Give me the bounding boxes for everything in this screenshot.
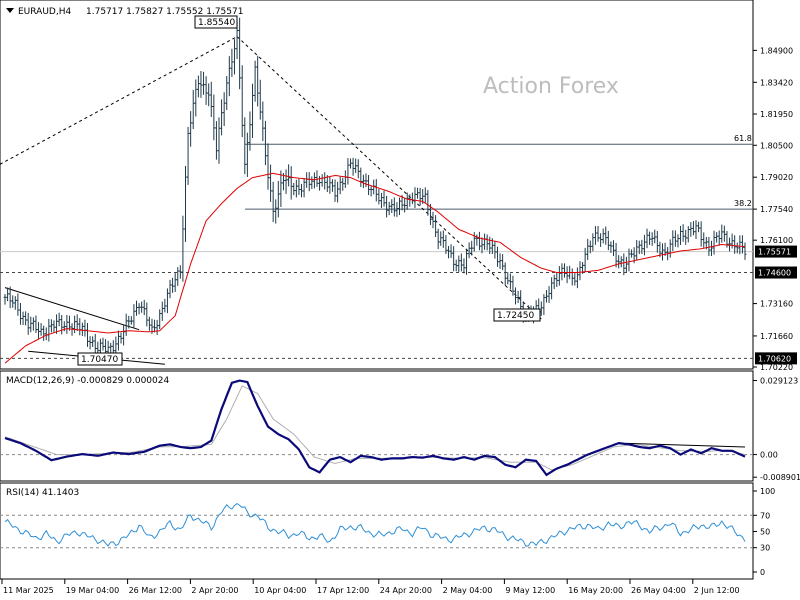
macd-static: [0, 442, 753, 456]
fib-level-label: 38.2: [734, 199, 752, 208]
low-line-price-label-box: [755, 352, 797, 365]
rsi-y-tick-label: 50: [760, 528, 770, 537]
support-price-label-box: [755, 266, 797, 279]
fib-anchor-line: [0, 36, 238, 165]
current-price-label: 1.75571: [758, 248, 791, 257]
rsi-y-tick-label: 30: [760, 544, 770, 553]
price-candles: [3, 17, 747, 359]
high-annotation: 1.85540: [198, 18, 235, 28]
low-line-price-label: 1.70620: [758, 354, 791, 363]
rsi-y-tick-label: 70: [760, 511, 770, 520]
price-y-tick-label: 1.77540: [760, 205, 793, 214]
x-tick-label: 11 Mar 2025: [3, 586, 54, 595]
fib-level-label: 61.8: [734, 134, 752, 143]
watermark: Action Forex: [483, 74, 619, 99]
x-tick-label: 2 Jun 12:00: [694, 586, 740, 595]
rsi-y-axis: 100 70 50 30 0: [753, 487, 775, 577]
x-tick-label: 10 Apr 04:00: [254, 586, 306, 595]
macd-main-line: [4, 379, 746, 477]
high-annotation-box: [194, 15, 238, 29]
x-tick-label: 26 May 04:00: [631, 586, 686, 595]
macd-label: MACD(12,26,9) -0.000829 0.000024: [6, 376, 169, 386]
x-tick-label: 24 Apr 20:00: [380, 586, 432, 595]
low-left-annotation: 1.70470: [81, 355, 118, 365]
symbol-label: EURAUD,H4: [18, 7, 71, 17]
price-y-tick-label: 1.83420: [760, 78, 793, 87]
x-tick-label: 9 May 12:00: [505, 586, 555, 595]
rsi-label: RSI(14) 41.1403: [6, 488, 79, 498]
price-panel: Action Forex 61.8 38.2 1.85540 1.70470 1.72…: [0, 0, 797, 372]
low-right-annotation: 1.72450: [497, 311, 534, 321]
macd-y-tick-label: 0.00: [760, 451, 778, 460]
macd-panel-frame: [0, 370, 754, 482]
support-price-label: 1.74600: [758, 269, 791, 278]
price-y-tick-label: 1.70220: [760, 363, 793, 372]
rsi-panel-frame: [0, 482, 754, 580]
macd-y-tick-label: 0.029123: [760, 377, 798, 386]
x-tick-label: 2 Apr 20:00: [191, 586, 238, 595]
moving-average-line: [4, 172, 746, 364]
x-tick-label: 17 Apr 12:00: [317, 586, 369, 595]
x-tick-label: 16 May 20:00: [568, 586, 623, 595]
time-x-axis: 11 Mar 2025 19 Mar 04:00 26 Mar 12:00 2 Apr…: [1, 579, 740, 595]
rsi-y-tick-label: 0: [760, 568, 765, 577]
macd-divergence-line: [618, 442, 746, 448]
rsi-y-tick-label: 100: [760, 487, 775, 496]
low-right-annotation-box: [493, 308, 541, 322]
ohlc-label: 1.75717 1.75827 1.75552 1.75571: [86, 7, 243, 17]
x-tick-label: 2 May 04:00: [443, 586, 493, 595]
price-y-tick-label: 1.71660: [760, 332, 793, 341]
rsi-panel: 100 70 50 30 0 RSI(14) 41.1403: [0, 482, 775, 580]
low-left-annotation-box: [77, 352, 123, 366]
current-price-label-box: [755, 245, 797, 258]
wedge-trendline: [4, 287, 140, 331]
x-tick-label: 19 Mar 04:00: [66, 586, 119, 595]
price-y-tick-label: 1.80500: [760, 141, 793, 150]
price-y-tick-label: 1.79020: [760, 173, 793, 182]
macd-panel: 0.029123 0.00 -0.008901 MACD(12,26,9) -0.0…: [0, 370, 800, 482]
price-y-tick-label: 1.73160: [760, 300, 793, 309]
symbol-header: EURAUD,H4 1.75717 1.75827 1.75552 1.7557…: [6, 7, 243, 17]
price-annotations: 1.85540 1.70470 1.72450: [77, 15, 541, 366]
dropdown-triangle-icon[interactable]: [6, 8, 14, 13]
rsi-line: [4, 502, 746, 547]
macd-y-tick-label: -0.008901: [760, 473, 800, 482]
price-y-tick-label: 1.81950: [760, 110, 793, 119]
price-y-tick-label: 1.76100: [760, 236, 793, 245]
price-y-tick-label: 1.84900: [760, 46, 793, 55]
price-y-axis: 1.84900 1.83420 1.81950 1.80500 1.79020 1.775…: [753, 46, 797, 372]
x-tick-label: 26 Mar 12:00: [129, 586, 182, 595]
macd-y-axis: 0.029123 0.00 -0.008901: [753, 377, 800, 482]
